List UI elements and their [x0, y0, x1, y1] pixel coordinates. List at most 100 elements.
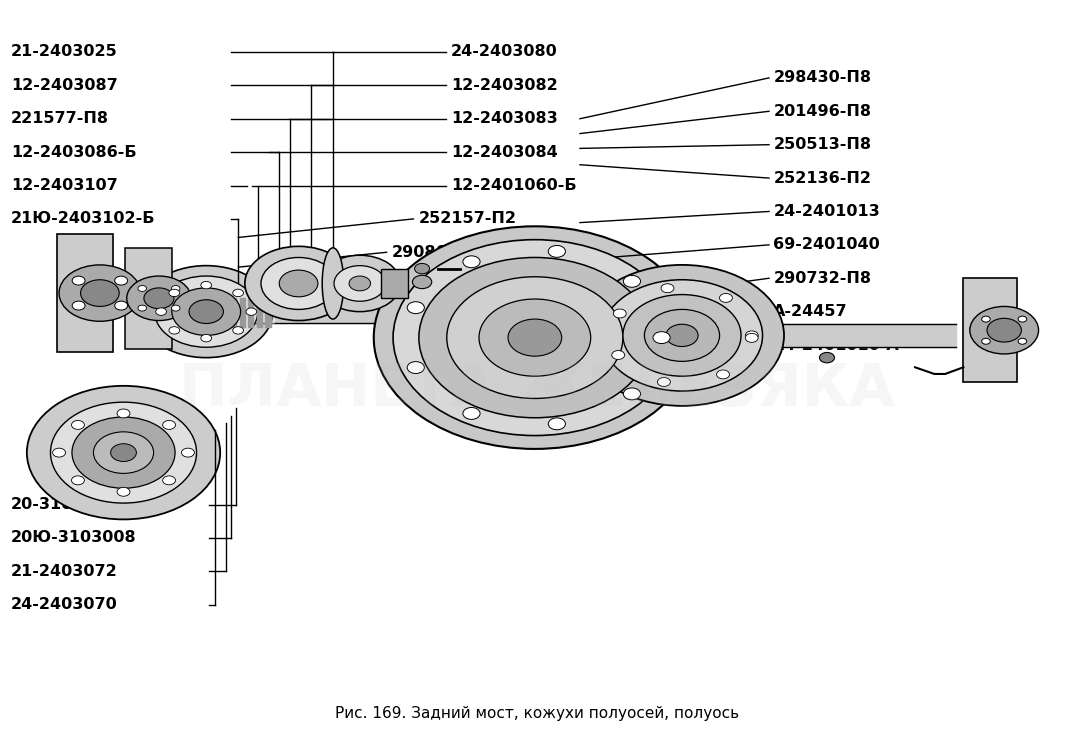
Circle shape — [623, 295, 741, 376]
Circle shape — [155, 276, 258, 347]
Circle shape — [261, 257, 336, 309]
Text: 12-2403083: 12-2403083 — [451, 111, 557, 126]
Circle shape — [982, 316, 990, 322]
Circle shape — [233, 326, 244, 334]
Circle shape — [1018, 338, 1027, 344]
Circle shape — [169, 326, 179, 334]
Circle shape — [745, 333, 758, 342]
Circle shape — [448, 286, 463, 297]
Text: А-24457: А-24457 — [773, 304, 847, 319]
Circle shape — [415, 263, 430, 274]
Text: 24-2403080: 24-2403080 — [451, 45, 557, 59]
Text: 21Ю-2403102-Б: 21Ю-2403102-Б — [11, 211, 156, 226]
Circle shape — [111, 444, 136, 462]
Text: 24-2401010-А: 24-2401010-А — [773, 338, 899, 352]
Text: 21-2403025: 21-2403025 — [11, 45, 117, 59]
Circle shape — [246, 308, 257, 315]
Circle shape — [172, 286, 180, 292]
Circle shape — [463, 256, 480, 268]
Circle shape — [404, 275, 580, 396]
Circle shape — [970, 306, 1039, 354]
Bar — [963, 278, 1017, 382]
Circle shape — [279, 270, 318, 297]
Circle shape — [521, 374, 536, 384]
Circle shape — [623, 388, 640, 400]
Circle shape — [412, 275, 432, 289]
Text: 298430-П8: 298430-П8 — [773, 70, 871, 85]
Circle shape — [447, 277, 623, 398]
Text: 252136-П2: 252136-П2 — [773, 171, 871, 186]
Circle shape — [137, 305, 146, 311]
Circle shape — [716, 370, 729, 379]
Circle shape — [548, 418, 565, 430]
Circle shape — [137, 286, 146, 292]
Circle shape — [407, 361, 424, 373]
Circle shape — [93, 432, 154, 473]
Text: 290732-П8: 290732-П8 — [773, 271, 871, 286]
Text: ПЛАНЕТА ЖЕЛЕЗЯКА: ПЛАНЕТА ЖЕЛЕЗЯКА — [179, 361, 895, 418]
Circle shape — [448, 374, 463, 384]
Circle shape — [81, 280, 119, 306]
Circle shape — [115, 276, 128, 285]
Circle shape — [162, 476, 175, 485]
Circle shape — [334, 266, 386, 301]
Text: Рис. 169. Задний мост, кожухи полуосей, полуось: Рис. 169. Задний мост, кожухи полуосей, … — [335, 706, 739, 721]
Circle shape — [233, 289, 244, 297]
Text: 12-2401060-Б: 12-2401060-Б — [451, 178, 577, 193]
Circle shape — [521, 286, 536, 297]
Circle shape — [644, 309, 720, 361]
Circle shape — [463, 407, 480, 419]
Circle shape — [557, 330, 572, 341]
Text: 201496-П8: 201496-П8 — [773, 104, 871, 119]
Circle shape — [374, 226, 696, 449]
Circle shape — [189, 300, 223, 324]
Text: 21-2403072: 21-2403072 — [11, 564, 117, 579]
Circle shape — [419, 257, 651, 418]
Circle shape — [349, 276, 371, 291]
Circle shape — [623, 275, 640, 287]
Circle shape — [59, 265, 141, 321]
Circle shape — [156, 308, 166, 315]
Circle shape — [201, 281, 212, 289]
Text: 12-2403082: 12-2403082 — [451, 78, 557, 93]
Text: 20Ю-3103008: 20Ю-3103008 — [11, 531, 136, 545]
Ellipse shape — [322, 248, 344, 319]
Circle shape — [319, 255, 401, 312]
Circle shape — [657, 378, 670, 387]
Circle shape — [140, 266, 273, 358]
Circle shape — [182, 448, 194, 457]
Circle shape — [1018, 316, 1027, 322]
Circle shape — [72, 301, 85, 310]
Circle shape — [127, 276, 191, 321]
Text: 290862-П8: 290862-П8 — [392, 245, 490, 260]
Circle shape — [601, 280, 763, 391]
Circle shape — [393, 240, 677, 436]
Circle shape — [720, 293, 732, 302]
Circle shape — [72, 476, 85, 485]
Circle shape — [379, 257, 605, 413]
Bar — [125, 248, 172, 349]
Text: 12-2403086-Б: 12-2403086-Б — [11, 145, 136, 160]
Circle shape — [444, 302, 540, 369]
Circle shape — [580, 265, 784, 406]
Circle shape — [72, 421, 85, 430]
Circle shape — [172, 288, 241, 335]
Circle shape — [745, 331, 758, 340]
Text: 12-2403084: 12-2403084 — [451, 145, 557, 160]
Text: 12-2403107: 12-2403107 — [11, 178, 117, 193]
Circle shape — [613, 309, 626, 318]
Circle shape — [72, 417, 175, 488]
Circle shape — [666, 324, 698, 347]
Circle shape — [144, 288, 174, 309]
Circle shape — [407, 302, 424, 314]
Circle shape — [411, 330, 426, 341]
Circle shape — [653, 332, 670, 344]
Text: 12-2403087: 12-2403087 — [11, 78, 117, 93]
Circle shape — [115, 301, 128, 310]
Text: 221577-П8: 221577-П8 — [11, 111, 108, 126]
Text: 69-2401040: 69-2401040 — [773, 237, 880, 252]
Circle shape — [612, 350, 625, 359]
Circle shape — [661, 283, 673, 292]
Text: 250513-П8: 250513-П8 — [773, 137, 871, 152]
Circle shape — [982, 338, 990, 344]
